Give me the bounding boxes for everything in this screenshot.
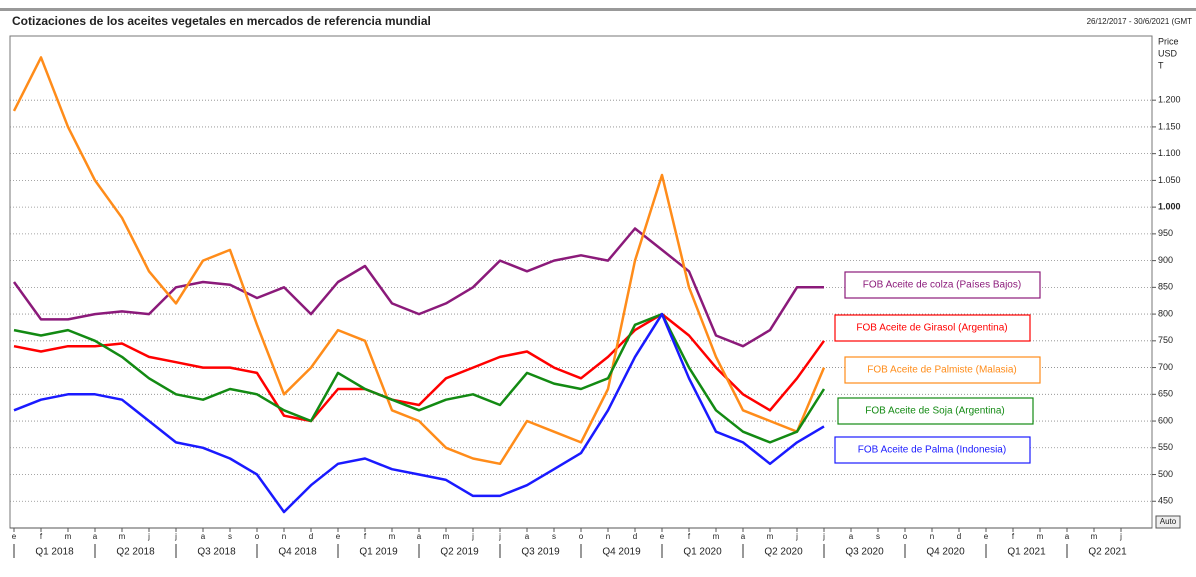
quarter-label: Q4 2018 [278, 547, 317, 558]
x-tick-label: n [930, 532, 934, 541]
x-tick-label: s [228, 532, 232, 541]
x-tick-label: s [552, 532, 556, 541]
x-tick-label: m [65, 532, 72, 541]
legend-label: FOB Aceite de Girasol (Argentina) [856, 323, 1007, 334]
quarter-label: Q2 2018 [116, 547, 155, 558]
y-tick-label: 750 [1158, 335, 1173, 345]
legend-label: FOB Aceite de Soja (Argentina) [865, 406, 1005, 417]
x-tick-label: a [741, 532, 746, 541]
quarter-label: Q3 2020 [845, 547, 884, 558]
y-tick-label: 950 [1158, 228, 1173, 238]
x-tick-label: m [1091, 532, 1098, 541]
y-tick-label: 1.000 [1158, 202, 1181, 212]
x-tick-label: j [174, 532, 177, 541]
x-tick-label: a [525, 532, 530, 541]
y-axis-label: Price [1158, 36, 1179, 46]
y-tick-label: 700 [1158, 362, 1173, 372]
x-tick-label: e [12, 532, 17, 541]
quarter-label: Q1 2018 [35, 547, 74, 558]
x-tick-label: n [606, 532, 610, 541]
legend-box [844, 271, 1041, 299]
x-tick-label: a [201, 532, 206, 541]
quarter-label: Q2 2021 [1088, 547, 1127, 558]
quarter-label: Q1 2019 [359, 547, 398, 558]
series-line [13, 312, 825, 514]
series-line [13, 312, 826, 444]
series-line [12, 227, 824, 348]
y-tick-label: 850 [1158, 282, 1173, 292]
quarter-label: Q2 2019 [440, 547, 479, 558]
date-range: 26/12/2017 - 30/6/2021 (GMT [1087, 17, 1193, 26]
x-tick-label: f [688, 532, 691, 541]
y-tick-label: 1.150 [1158, 121, 1181, 131]
y-axis-label: T [1158, 60, 1164, 70]
x-tick-label: a [417, 532, 422, 541]
quarter-label: Q1 2021 [1007, 547, 1046, 558]
x-tick-label: j [822, 532, 825, 541]
x-tick-label: m [119, 532, 126, 541]
x-tick-label: j [147, 532, 150, 541]
legend-label: FOB Aceite de colza (Países Bajos) [863, 280, 1021, 291]
auto-button[interactable] [1155, 515, 1181, 529]
x-tick-label: d [957, 532, 961, 541]
legend-label: FOB Aceite de Palmiste (Malasia) [867, 365, 1017, 376]
x-tick-label: o [579, 532, 584, 541]
x-tick-label: a [849, 532, 854, 541]
x-tick-label: s [876, 532, 880, 541]
quarter-label: Q2 2020 [764, 547, 803, 558]
y-axis-label: USD [1158, 48, 1178, 58]
series-line [12, 56, 826, 466]
y-tick-label: 550 [1158, 442, 1173, 452]
quarter-label: Q4 2020 [926, 547, 965, 558]
x-tick-label: a [1065, 532, 1070, 541]
y-tick-label: 1.100 [1158, 148, 1181, 158]
y-tick-label: 450 [1158, 496, 1173, 506]
x-tick-label: m [713, 532, 720, 541]
x-tick-label: e [660, 532, 665, 541]
y-tick-label: 650 [1158, 389, 1173, 399]
quarter-label: Q1 2020 [683, 547, 722, 558]
x-tick-label: j [795, 532, 798, 541]
x-tick-label: m [767, 532, 774, 541]
x-tick-label: e [984, 532, 989, 541]
x-tick-label: n [282, 532, 286, 541]
y-tick-label: 600 [1158, 415, 1173, 425]
x-tick-label: m [443, 532, 450, 541]
quarter-label: Q3 2019 [521, 547, 560, 558]
y-tick-label: 800 [1158, 308, 1173, 318]
x-tick-label: j [471, 532, 474, 541]
x-tick-label: m [389, 532, 396, 541]
series-line [13, 312, 826, 423]
legend-box [837, 397, 1034, 425]
x-tick-label: a [93, 532, 98, 541]
legend-label: FOB Aceite de Palma (Indonesia) [858, 445, 1006, 456]
legend-box [844, 356, 1041, 384]
top-bar [0, 8, 1196, 11]
y-tick-label: 1.200 [1158, 95, 1181, 105]
x-tick-label: o [255, 532, 260, 541]
quarter-label: Q3 2018 [197, 547, 236, 558]
x-tick-label: m [1037, 532, 1044, 541]
y-tick-label: 1.050 [1158, 175, 1181, 185]
y-tick-label: 500 [1158, 469, 1173, 479]
x-tick-label: j [1119, 532, 1122, 541]
x-tick-label: d [309, 532, 313, 541]
x-tick-label: f [364, 532, 367, 541]
x-tick-label: o [903, 532, 908, 541]
x-tick-label: f [40, 532, 43, 541]
y-tick-label: 900 [1158, 255, 1173, 265]
chart-title: Cotizaciones de los aceites vegetales en… [12, 14, 431, 28]
x-tick-label: j [498, 532, 501, 541]
legend-box [834, 314, 1031, 342]
auto-button-label[interactable]: Auto [1160, 517, 1177, 526]
quarter-label: Q4 2019 [602, 547, 641, 558]
x-tick-label: f [1012, 532, 1015, 541]
x-tick-label: d [633, 532, 637, 541]
x-tick-label: e [336, 532, 341, 541]
legend-box [834, 436, 1031, 464]
